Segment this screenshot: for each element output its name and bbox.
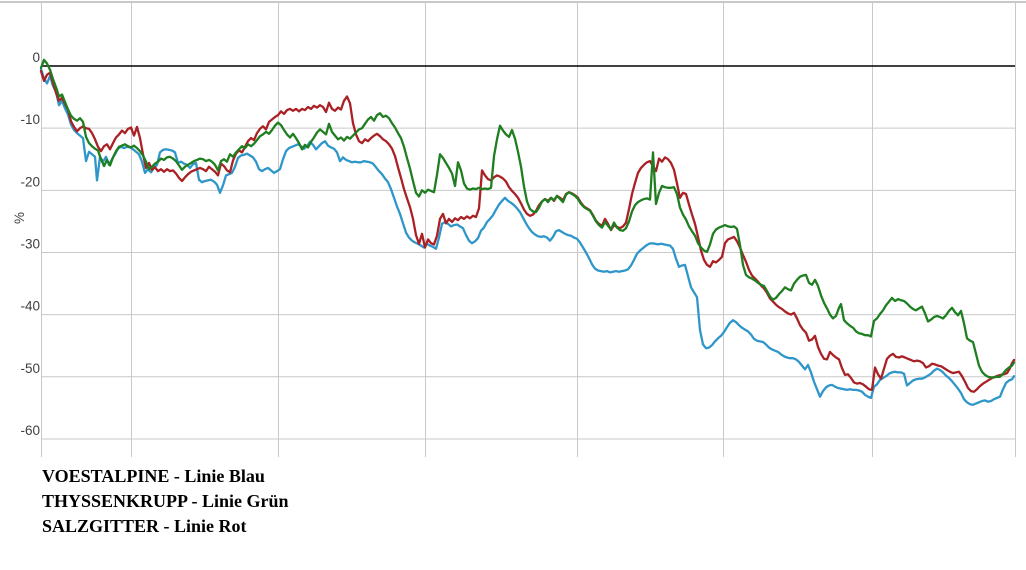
y-tick-label: -20 <box>20 174 40 189</box>
legend: VOESTALPINE - Linie Blau THYSSENKRUPP - … <box>42 464 289 539</box>
legend-thyssenkrupp: THYSSENKRUPP - Linie Grün <box>42 491 289 511</box>
y-tick-label: 0 <box>32 50 40 65</box>
legend-salzgitter: SALZGITTER - Linie Rot <box>42 516 247 536</box>
y-tick-label: -60 <box>20 423 40 438</box>
legend-voestalpine: VOESTALPINE - Linie Blau <box>42 466 265 486</box>
y-tick-label: -30 <box>20 236 40 251</box>
series-line-salzgitter <box>39 69 1016 393</box>
y-tick-label: -40 <box>20 299 40 314</box>
series-line-voestalpine <box>39 67 1016 406</box>
y-axis-title: % <box>12 212 27 224</box>
series-line-thyssenkrupp <box>39 58 1016 379</box>
y-tick-label: -50 <box>20 361 40 376</box>
y-tick-label: -10 <box>20 112 40 127</box>
